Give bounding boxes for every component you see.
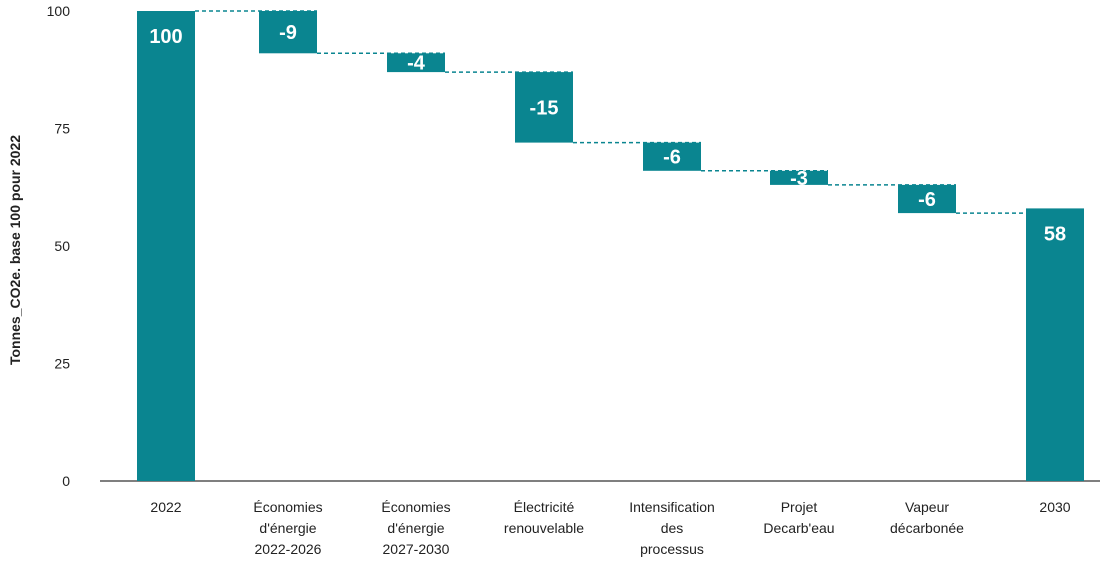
x-tick-label-line: Decarb'eau (763, 520, 834, 536)
data-label: 100 (149, 26, 182, 48)
x-tick-label: 2022 (150, 499, 181, 515)
x-tick-label: Électricité renouvelable (504, 499, 584, 536)
x-tick-label-line: Électricité (514, 499, 575, 515)
x-tick-label-line: 2027-2030 (383, 541, 450, 557)
x-tick-label-line: Économies (381, 499, 450, 515)
x-tick-label-line: processus (640, 541, 704, 557)
x-tick-label-line: 2030 (1039, 499, 1070, 515)
data-label: -9 (279, 22, 297, 44)
bar (643, 142, 701, 171)
data-label: -3 (790, 168, 808, 190)
x-tick-label-line: d'énergie (387, 520, 444, 536)
y-tick-label: 75 (54, 121, 70, 137)
x-tick-label-line: renouvelable (504, 520, 584, 536)
data-label: -15 (530, 97, 559, 119)
y-tick-label: 50 (54, 238, 70, 254)
x-tick-label-line: 2022-2026 (255, 541, 322, 557)
y-tick-label: 0 (62, 473, 70, 489)
data-label: 58 (1044, 223, 1066, 245)
bar (137, 11, 195, 481)
data-label: -6 (663, 147, 681, 169)
x-tick-label: 2030 (1039, 499, 1070, 515)
x-tick-label-line: décarbonée (890, 520, 964, 536)
x-tick-label: Projet Decarb'eau (763, 499, 834, 536)
bar (515, 72, 573, 143)
x-tick-label: Intensification des processus (629, 499, 715, 557)
x-tick-label: Économies d'énergie 2022-2026 (253, 499, 322, 557)
x-tick-label-line: des (661, 520, 684, 536)
x-tick-label-line: Vapeur (905, 499, 949, 515)
x-tick-label: Économies d'énergie 2027-2030 (381, 499, 450, 557)
x-tick-label-line: 2022 (150, 499, 181, 515)
y-axis-title: Tonnes_CO2e. base 100 pour 2022 (7, 135, 23, 365)
bar (387, 53, 445, 73)
x-tick-label-line: d'énergie (259, 520, 316, 536)
bar (259, 11, 317, 54)
y-tick-label: 100 (47, 3, 71, 19)
bar (898, 184, 956, 214)
x-tick-label-line: Économies (253, 499, 322, 515)
x-tick-label: Vapeur décarbonée (890, 499, 964, 536)
y-tick-label: 25 (54, 356, 70, 372)
bar (1026, 208, 1084, 481)
data-label: -4 (407, 53, 426, 75)
bar (770, 170, 828, 185)
x-tick-label-line: Projet (781, 499, 818, 515)
x-tick-label-line: Intensification (629, 499, 715, 515)
data-label: -6 (918, 189, 936, 211)
